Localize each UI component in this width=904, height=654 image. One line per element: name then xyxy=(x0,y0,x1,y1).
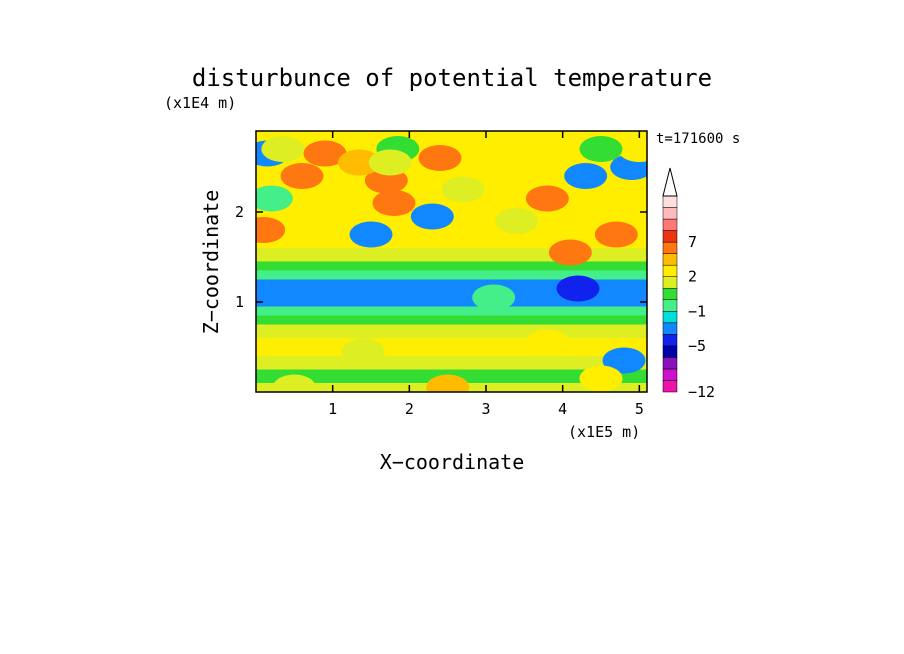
colorbar-swatch-13 xyxy=(662,230,678,243)
x-tick-label-0: 1 xyxy=(328,400,337,418)
contour-region-22 xyxy=(548,239,592,266)
colorbar-swatch-5 xyxy=(662,322,678,335)
colorbar-swatch-2 xyxy=(662,357,678,370)
time-label: t=171600 s xyxy=(656,131,740,147)
colorbar: 7 2 −1 −5 −12 xyxy=(662,167,715,401)
contour-region-12 xyxy=(256,185,293,212)
colorbar-label-0: 7 xyxy=(688,233,697,251)
contour-region-4 xyxy=(349,221,393,248)
y-axis: 12 xyxy=(235,203,647,311)
colorbar-swatch-11 xyxy=(662,253,678,266)
contour-region-6 xyxy=(372,189,416,217)
contour-region-27 xyxy=(602,347,646,374)
colorbar-swatch-12 xyxy=(662,241,678,254)
colorbar-swatch-6 xyxy=(662,311,678,324)
contour-region-28 xyxy=(579,365,623,392)
contour-region-17 xyxy=(617,135,647,163)
colorbar-label-4: −12 xyxy=(688,383,715,401)
contour-region-25 xyxy=(341,338,385,365)
x-axis: 1 2 3 4 5 xyxy=(328,131,644,418)
x-unit-label: (x1E5 m) xyxy=(568,423,640,441)
contour-band-9 xyxy=(256,261,647,271)
contour-region-5 xyxy=(410,203,454,230)
contour-region-23 xyxy=(556,275,600,302)
contour-region-2 xyxy=(337,149,382,176)
contour-band-6 xyxy=(256,306,647,316)
colorbar-swatch-16 xyxy=(662,195,678,208)
contour-region-15 xyxy=(564,162,608,190)
colorbar-swatch-9 xyxy=(662,276,678,289)
contour-band-5 xyxy=(256,315,647,325)
contour-region-29 xyxy=(426,374,470,392)
x-tick-label-3: 4 xyxy=(558,400,567,418)
colorbar-swatch-8 xyxy=(662,287,678,301)
contour-region-19 xyxy=(525,185,569,212)
contour-plot-area xyxy=(256,131,647,392)
contour-region-20 xyxy=(495,207,539,235)
plot-frame xyxy=(255,130,648,393)
colorbar-swatch-4 xyxy=(662,334,678,347)
colorbar-swatch-10 xyxy=(662,264,678,277)
x-tick-label-1: 2 xyxy=(405,400,414,418)
colorbar-label-1: 2 xyxy=(688,268,697,286)
contour-region-30 xyxy=(272,374,316,392)
x-tick-label-4: 5 xyxy=(635,400,644,418)
contour-region-13 xyxy=(261,135,305,163)
contour-band-8 xyxy=(256,270,647,280)
contour-region-7 xyxy=(418,144,462,172)
y-tick-label-1: 2 xyxy=(235,203,244,221)
contour-region-0 xyxy=(303,140,347,167)
y-tick-label-0: 1 xyxy=(235,293,244,311)
x-axis-title: X−coordinate xyxy=(380,450,525,474)
colorbar-swatch-3 xyxy=(662,345,678,358)
colorbar-label-2: −1 xyxy=(688,302,706,320)
contour-region-24 xyxy=(472,284,516,311)
colorbar-swatch-1 xyxy=(662,368,678,381)
colorbar-swatch-14 xyxy=(662,218,678,231)
contour-region-11 xyxy=(256,216,286,244)
contour-region-18 xyxy=(579,135,623,163)
contour-region-21 xyxy=(594,221,638,248)
chart-title: disturbunce of potential temperature xyxy=(192,64,712,92)
contour-band-2 xyxy=(256,356,647,370)
colorbar-swatch-15 xyxy=(662,207,678,220)
colorbar-swatch-0 xyxy=(662,380,678,393)
contour-region-9 xyxy=(368,149,412,176)
colorbar-swatch-7 xyxy=(662,299,678,312)
contour-band-4 xyxy=(256,324,647,338)
contour-region-14 xyxy=(441,176,485,203)
colorbar-label-3: −5 xyxy=(688,337,706,355)
y-unit-label: (x1E4 m) xyxy=(164,94,236,112)
contour-region-26 xyxy=(525,329,569,356)
contour-region-3 xyxy=(280,162,324,190)
y-axis-title: Z−coordinate xyxy=(199,190,223,335)
x-tick-label-2: 3 xyxy=(481,400,490,418)
colorbar-extend-arrow xyxy=(662,167,678,197)
contour-band-3 xyxy=(256,338,647,356)
